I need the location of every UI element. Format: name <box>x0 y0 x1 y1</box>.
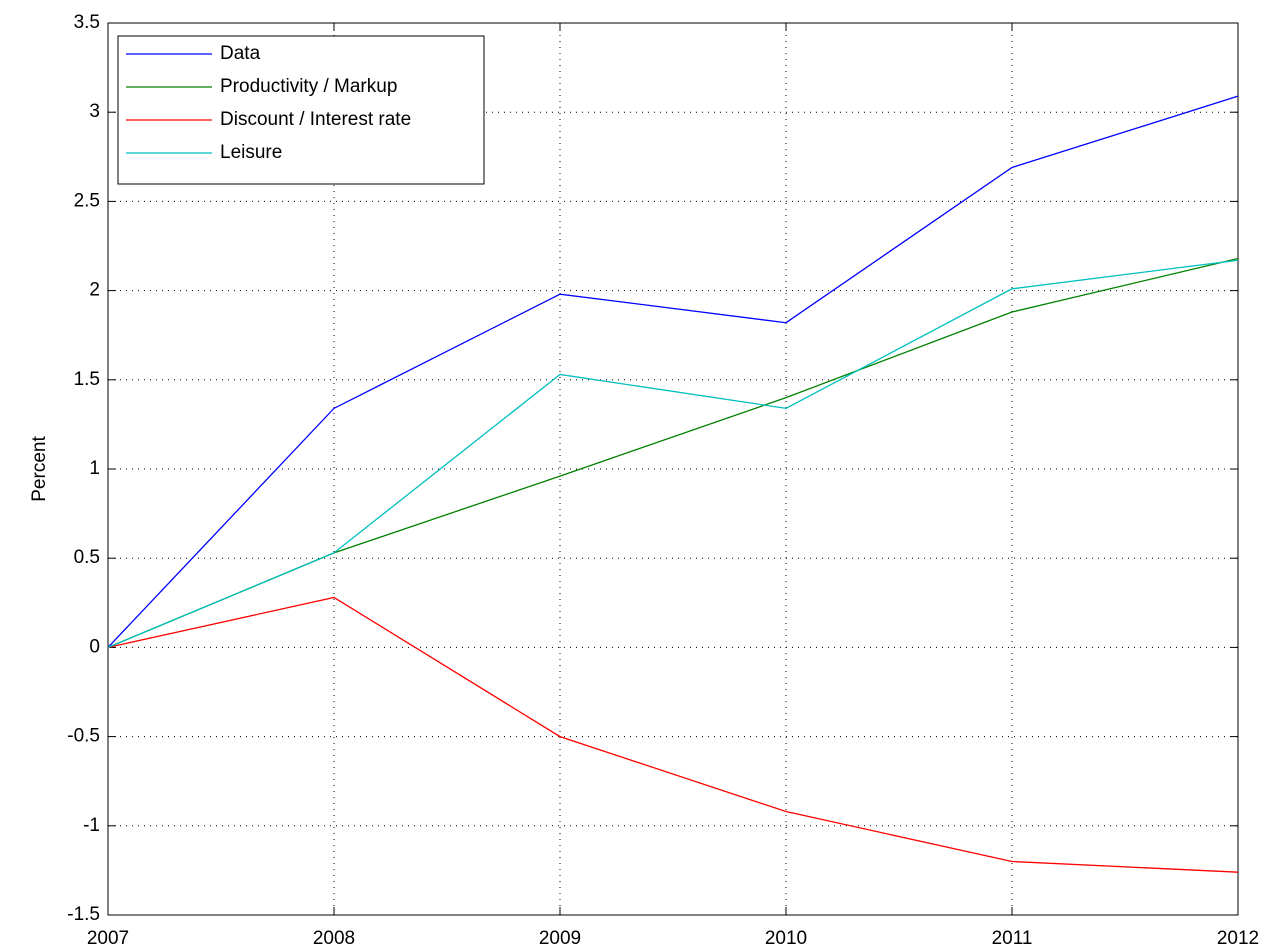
legend-label: Productivity / Markup <box>220 76 397 97</box>
y-tick-label: 1.5 <box>74 369 100 390</box>
legend-box <box>117 35 485 185</box>
y-tick-label: 1 <box>89 458 100 479</box>
x-tick-label: 2008 <box>313 928 355 949</box>
series-line <box>107 95 1239 648</box>
series-line <box>107 596 1239 873</box>
y-tick-label: 2.5 <box>74 190 100 211</box>
y-tick-label: 0 <box>89 636 100 657</box>
legend-label: Data <box>220 43 261 64</box>
legend-label: Discount / Interest rate <box>220 109 411 130</box>
y-tick-label: 3 <box>89 101 100 122</box>
x-tick-label: 2012 <box>1217 928 1259 949</box>
series-line <box>107 257 1239 648</box>
x-tick-label: 2009 <box>539 928 581 949</box>
x-tick-label: 2010 <box>765 928 807 949</box>
x-tick-label: 2011 <box>992 928 1033 949</box>
series-line <box>107 259 1239 648</box>
y-tick-label: -1.5 <box>67 904 100 925</box>
y-tick-label: 0.5 <box>74 547 100 568</box>
y-tick-label: 3.5 <box>74 12 100 33</box>
legend-label: Leisure <box>220 142 282 163</box>
y-axis-label: Percent <box>29 436 50 502</box>
y-tick-label: 2 <box>89 280 100 301</box>
plot-frame <box>107 22 1239 916</box>
y-tick-label: -0.5 <box>67 726 100 747</box>
x-tick-label: 2007 <box>87 928 129 949</box>
y-tick-label: -1 <box>83 815 100 836</box>
